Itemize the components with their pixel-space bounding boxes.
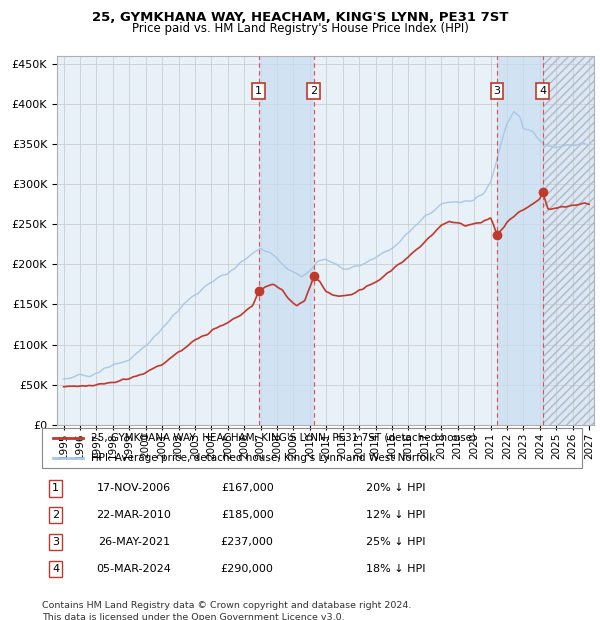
Text: 3: 3 bbox=[52, 538, 59, 547]
Text: 3: 3 bbox=[494, 86, 500, 96]
Text: 12% ↓ HPI: 12% ↓ HPI bbox=[366, 510, 425, 520]
Text: 1: 1 bbox=[255, 86, 262, 96]
Text: 4: 4 bbox=[52, 564, 59, 574]
Text: This data is licensed under the Open Government Licence v3.0.: This data is licensed under the Open Gov… bbox=[42, 613, 344, 620]
Text: 1: 1 bbox=[52, 484, 59, 494]
Text: 4: 4 bbox=[539, 86, 546, 96]
Text: 05-MAR-2024: 05-MAR-2024 bbox=[97, 564, 171, 574]
Bar bbox=[497, 56, 542, 425]
Text: 17-NOV-2006: 17-NOV-2006 bbox=[97, 484, 171, 494]
Bar bbox=[542, 56, 594, 425]
Bar bbox=[542, 56, 594, 425]
Text: 22-MAR-2010: 22-MAR-2010 bbox=[97, 510, 171, 520]
Text: 25, GYMKHANA WAY, HEACHAM, KING'S LYNN, PE31 7ST (detached house): 25, GYMKHANA WAY, HEACHAM, KING'S LYNN, … bbox=[91, 433, 476, 443]
Bar bbox=[542, 56, 594, 425]
Text: £167,000: £167,000 bbox=[221, 484, 274, 494]
Text: Contains HM Land Registry data © Crown copyright and database right 2024.: Contains HM Land Registry data © Crown c… bbox=[42, 601, 412, 611]
Text: 25% ↓ HPI: 25% ↓ HPI bbox=[366, 538, 425, 547]
Text: 25, GYMKHANA WAY, HEACHAM, KING'S LYNN, PE31 7ST: 25, GYMKHANA WAY, HEACHAM, KING'S LYNN, … bbox=[92, 11, 508, 24]
Text: £290,000: £290,000 bbox=[221, 564, 274, 574]
Text: 2: 2 bbox=[52, 510, 59, 520]
Text: £237,000: £237,000 bbox=[221, 538, 274, 547]
Text: HPI: Average price, detached house, King's Lynn and West Norfolk: HPI: Average price, detached house, King… bbox=[91, 453, 435, 463]
Text: 26-MAY-2021: 26-MAY-2021 bbox=[98, 538, 170, 547]
Bar bbox=[259, 56, 314, 425]
Text: Price paid vs. HM Land Registry's House Price Index (HPI): Price paid vs. HM Land Registry's House … bbox=[131, 22, 469, 35]
Text: 20% ↓ HPI: 20% ↓ HPI bbox=[366, 484, 425, 494]
Text: £185,000: £185,000 bbox=[221, 510, 274, 520]
Text: 2: 2 bbox=[310, 86, 317, 96]
Text: 18% ↓ HPI: 18% ↓ HPI bbox=[366, 564, 425, 574]
